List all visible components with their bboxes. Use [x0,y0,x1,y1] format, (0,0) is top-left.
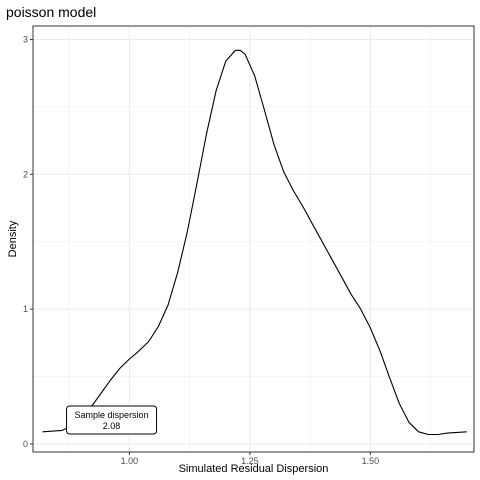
y-axis-title: Density [7,220,19,257]
y-tick-label: 0 [23,439,28,449]
sample-dispersion-label-box [66,405,158,435]
x-axis-title: Simulated Residual Dispersion [179,463,329,475]
density-line [42,49,467,436]
chart-title: poisson model [6,4,97,20]
y-tick-label: 1 [23,304,28,314]
x-tick-label: 1.25 [241,456,259,466]
y-tick-label: 2 [23,169,28,179]
sample-dispersion-label-value: 2.08 [103,421,121,431]
x-tick-label: 1.00 [121,456,139,466]
y-tick-label: 3 [23,34,28,44]
x-tick-label: 1.50 [362,456,380,466]
panel-border [32,25,475,453]
sample-dispersion-label-title: Sample dispersion [75,410,149,420]
